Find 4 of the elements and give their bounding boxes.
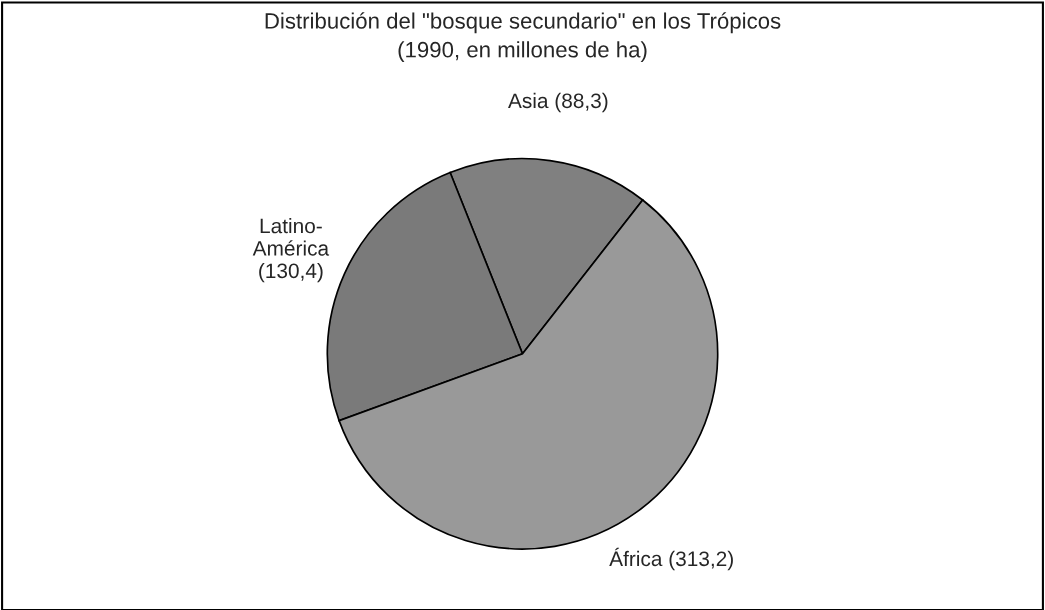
slice-label: Latino- América (130,4) (252, 218, 330, 283)
slice-label: África (313,2) (609, 547, 733, 571)
slice-label: Asia (88,3) (508, 92, 608, 113)
chart-title: Distribución del "bosque secundario" en los Trópicos (1990, en millones de ha) (265, 12, 781, 62)
